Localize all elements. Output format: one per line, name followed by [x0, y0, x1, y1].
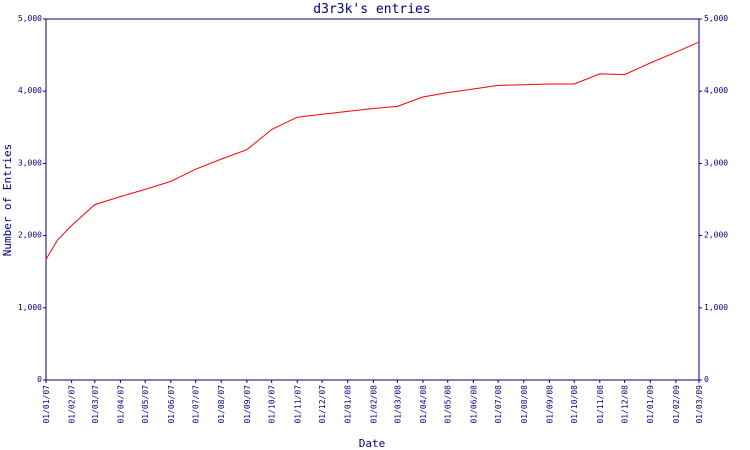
x-tick-label: 01/08/08: [520, 385, 529, 424]
x-tick-label: 01/08/07: [217, 385, 226, 424]
x-tick-label: 01/06/08: [469, 385, 478, 424]
x-tick-label: 01/09/07: [243, 385, 252, 424]
y-tick-label-left: 3,000: [18, 158, 42, 167]
x-tick-label: 01/07/08: [494, 385, 503, 424]
x-tick-label: 01/07/07: [192, 385, 201, 424]
x-tick-label: 01/10/08: [570, 385, 579, 424]
x-tick-label: 01/03/08: [393, 385, 402, 424]
x-tick-label: 01/12/07: [318, 385, 327, 424]
y-axis-label: Number of Entries: [1, 144, 14, 257]
y-tick-label-right: 2,000: [704, 231, 728, 240]
plot-area-frame: [45, 18, 700, 381]
series-layer: [45, 41, 700, 260]
x-tick-label: 01/05/07: [141, 385, 150, 424]
x-tick-label: 01/06/07: [167, 385, 176, 424]
y-axis-left: 0 1,000 2,000 3,000 4,000 5,000: [18, 14, 46, 384]
x-tick-label: 01/03/07: [91, 385, 100, 424]
x-tick-label: 01/02/08: [369, 385, 378, 424]
y-tick-label-left: 2,000: [18, 231, 42, 240]
x-tick-label: 01/12/08: [621, 385, 630, 424]
x-tick-label: 01/01/07: [42, 385, 51, 424]
y-tick-label-left: 0: [37, 375, 42, 384]
x-tick-label: 01/04/07: [116, 385, 125, 424]
y-axis-right: 0 1,000 2,000 3,000 4,000 5,000: [699, 14, 728, 384]
y-tick-label-right: 0: [704, 375, 709, 384]
x-axis: 01/01/07 01/02/07 01/03/07 01/04/07 01/05/07…: [42, 380, 704, 424]
x-tick-label: 01/11/08: [596, 385, 605, 424]
entries-series-line: [45, 41, 700, 260]
x-tick-label: 01/02/09: [672, 385, 681, 424]
x-tick-label: 01/02/07: [68, 385, 77, 424]
x-tick-label: 01/09/08: [545, 385, 554, 424]
x-tick-label: 01/10/07: [268, 385, 277, 424]
x-tick-label: 01/04/08: [419, 385, 428, 424]
y-tick-label-right: 3,000: [704, 158, 728, 167]
x-tick-label: 01/05/08: [444, 385, 453, 424]
y-tick-label-left: 1,000: [18, 303, 42, 312]
y-tick-label-right: 5,000: [704, 14, 728, 23]
y-tick-label-left: 4,000: [18, 86, 42, 95]
x-tick-label: 01/11/07: [293, 385, 302, 424]
chart-title: d3r3k's entries: [313, 2, 430, 17]
x-tick-label: 01/01/08: [344, 385, 353, 424]
x-axis-label: Date: [359, 437, 386, 450]
y-tick-label-left: 5,000: [18, 14, 42, 23]
x-tick-label: 01/03/09: [695, 385, 704, 424]
y-tick-label-right: 4,000: [704, 86, 728, 95]
y-tick-label-right: 1,000: [704, 303, 728, 312]
x-tick-label: 01/01/09: [646, 385, 655, 424]
